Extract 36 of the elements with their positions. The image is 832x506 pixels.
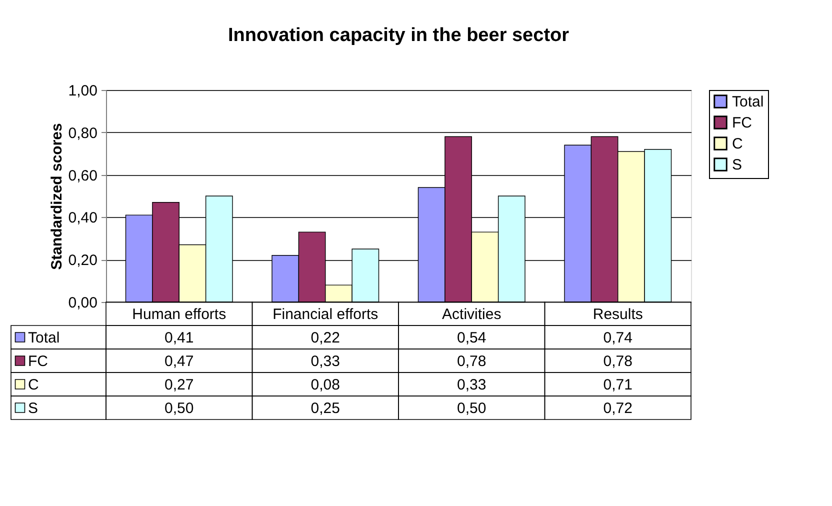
data-label: 0,25 xyxy=(310,400,340,417)
data-label: 0,78 xyxy=(457,352,486,370)
y-tick-label: 0,00 xyxy=(68,294,98,312)
x-tick-label: Financial efforts xyxy=(272,306,378,323)
legend-label: S xyxy=(732,156,742,174)
data-label: 0,72 xyxy=(603,400,632,417)
data-label: 0,33 xyxy=(310,352,340,370)
data-label: 0,74 xyxy=(603,329,632,346)
y-tick-label: 0,20 xyxy=(68,252,98,270)
data-label: 0,41 xyxy=(164,329,194,346)
x-tick-label: Results xyxy=(592,306,643,323)
data-label: 0,27 xyxy=(164,376,194,394)
y-tick-label: 0,60 xyxy=(68,167,98,184)
text: S xyxy=(28,400,38,417)
y-axis-title: Standardized scores xyxy=(48,123,66,270)
y-tick-label: 1,00 xyxy=(68,82,98,100)
data-label: 0,22 xyxy=(310,329,340,346)
text: FC xyxy=(28,352,48,370)
y-tick-label: 0,40 xyxy=(68,210,98,227)
data-label: 0,78 xyxy=(603,352,632,370)
chart-title: Innovation capacity in the beer sector xyxy=(228,25,570,46)
data-label: 0,54 xyxy=(457,329,486,346)
data-label: 0,71 xyxy=(603,376,632,394)
x-tick-label: Activities xyxy=(442,306,502,323)
data-label: 0,50 xyxy=(457,400,486,417)
legend-label: FC xyxy=(732,114,752,132)
data-label: 0,47 xyxy=(164,352,194,370)
y-tick-label: 0,80 xyxy=(68,124,98,142)
text: Total xyxy=(732,94,764,110)
legend-label: C xyxy=(732,136,743,152)
data-label: 0,33 xyxy=(457,376,486,394)
data-label: 0,08 xyxy=(310,376,340,394)
legend-label: Total xyxy=(28,329,60,346)
x-tick-label: Human efforts xyxy=(132,306,226,323)
text: C xyxy=(28,376,39,394)
data-label: 0,50 xyxy=(164,400,194,417)
